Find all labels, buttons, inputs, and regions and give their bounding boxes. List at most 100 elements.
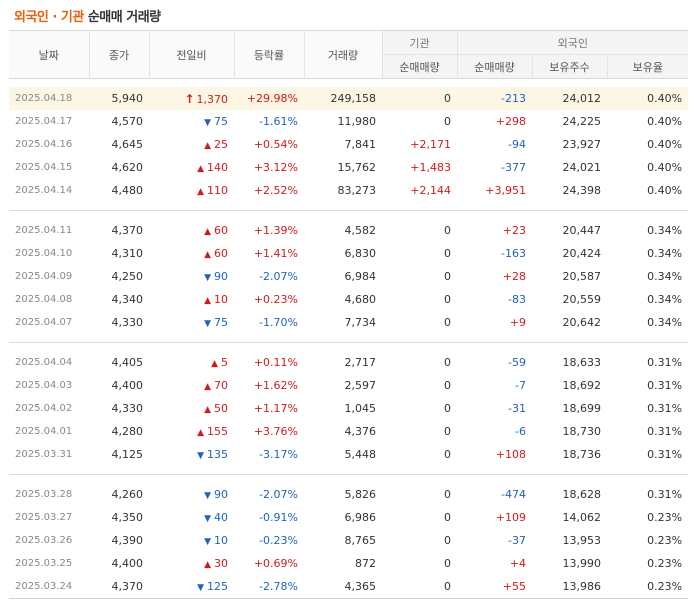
down-triangle-icon: ▼ xyxy=(204,319,211,329)
row-foreign-net: +109 xyxy=(495,511,526,524)
row-rate: +0.69% xyxy=(253,557,298,570)
row-inst-net: 0 xyxy=(444,115,451,128)
group-divider xyxy=(9,474,689,475)
row-foreign-ratio: 0.34% xyxy=(647,316,683,329)
spacer-cell xyxy=(9,466,688,475)
row-volume: 11,980 xyxy=(337,115,377,128)
row-close: 4,390 xyxy=(111,534,144,547)
row-foreign-net: -83 xyxy=(508,293,526,306)
table-row: 2025.04.03 4,400 ▲ 70 +1.62% 2,597 0 -7 18,692 0.… xyxy=(9,374,688,397)
row-foreign-hold: 24,012 xyxy=(532,87,607,110)
row-volume: 6,986 xyxy=(344,511,377,524)
row-close: 5,940 xyxy=(89,87,149,110)
table-bottom-divider xyxy=(9,598,688,599)
row-foreign-ratio: 0.23% xyxy=(647,557,683,570)
spacer-cell xyxy=(9,475,688,483)
row-close: 4,330 xyxy=(111,402,144,415)
group-spacer xyxy=(9,202,688,211)
row-foreign-hold: 13,990 xyxy=(562,557,602,570)
change-value: 1,370 xyxy=(196,92,229,106)
row-inst-net: 0 xyxy=(444,356,451,369)
table-row: 2025.04.04 4,405 ▲ 5 +0.11% 2,717 0 -59 18,633 0.… xyxy=(9,351,688,374)
row-volume: 4,376 xyxy=(344,425,377,438)
row-inst-net: 0 xyxy=(382,87,457,110)
row-close: 4,570 xyxy=(111,115,144,128)
change-value: 5 xyxy=(221,356,228,369)
row-inst-net: 0 xyxy=(444,448,451,461)
row-change: ▲ 50 xyxy=(149,397,234,420)
group-spacer xyxy=(9,475,688,483)
header-date: 날짜 xyxy=(9,30,90,79)
change-value: 40 xyxy=(214,511,228,524)
row-date: 2025.04.08 xyxy=(15,294,73,305)
trading-table: 날짜 종가 전일비 등락률 거래량 기관 외국인 순매매량 순매매량 보유주수 … xyxy=(9,30,689,607)
title-rest: 순매매 거래량 xyxy=(87,10,161,25)
change-value: 60 xyxy=(214,224,228,237)
row-inst-net: 0 xyxy=(444,270,451,283)
divider-cell xyxy=(9,342,689,343)
down-triangle-icon: ▼ xyxy=(204,537,211,547)
row-rate: -1.61% xyxy=(259,115,298,128)
row-foreign-net: +28 xyxy=(502,270,526,283)
row-foreign-hold: 20,587 xyxy=(562,270,602,283)
row-date: 2025.04.10 xyxy=(15,248,73,259)
change-value: 70 xyxy=(214,379,228,392)
down-triangle-icon: ▼ xyxy=(197,451,204,461)
row-inst-net: 0 xyxy=(444,247,451,260)
row-close: 4,370 xyxy=(111,580,144,593)
row-foreign-net: +55 xyxy=(502,580,526,593)
row-foreign-ratio: 0.40% xyxy=(647,184,683,197)
row-close: 4,310 xyxy=(111,247,144,260)
down-triangle-icon: ▼ xyxy=(204,273,211,283)
row-inst-net: 0 xyxy=(444,488,451,501)
table-row: 2025.03.31 4,125 ▼ 135 -3.17% 5,448 0 +108 18,73… xyxy=(9,443,688,466)
row-date: 2025.03.25 xyxy=(15,558,73,569)
row-foreign-ratio: 0.40% xyxy=(647,161,683,174)
row-date: 2025.03.31 xyxy=(15,449,73,460)
row-close: 4,330 xyxy=(111,316,144,329)
up-triangle-icon: ▲ xyxy=(204,250,211,260)
row-foreign-net: +23 xyxy=(502,224,526,237)
table-row: 2025.04.02 4,330 ▲ 50 +1.17% 1,045 0 -31 18,699 0… xyxy=(9,397,688,420)
up-triangle-icon: ▲ xyxy=(204,382,211,392)
row-foreign-net: -59 xyxy=(508,356,526,369)
row-foreign-ratio: 0.34% xyxy=(647,224,683,237)
row-foreign-hold: 20,424 xyxy=(562,247,602,260)
row-close: 4,350 xyxy=(111,511,144,524)
change-value: 110 xyxy=(207,184,228,197)
row-foreign-hold: 18,692 xyxy=(562,379,602,392)
row-change: ▼ 90 xyxy=(149,483,234,506)
table-row: 2025.04.14 4,480 ▲ 110 +2.52% 83,273 +2,144 +3,… xyxy=(9,179,688,202)
table-body: 2025.04.18 5,940 ↑ 1,370 +29.98% 249,158 0 -213… xyxy=(9,79,689,607)
row-change: ▲ 30 xyxy=(149,552,234,575)
divider-cell xyxy=(9,474,689,475)
row-foreign-hold: 18,699 xyxy=(562,402,602,415)
change-value: 155 xyxy=(207,425,228,438)
row-volume: 4,680 xyxy=(344,293,377,306)
row-foreign-hold: 14,062 xyxy=(562,511,602,524)
table-row: 2025.04.15 4,620 ▲ 140 +3.12% 15,762 +1,483 -37… xyxy=(9,156,688,179)
change-value: 10 xyxy=(214,534,228,547)
row-volume: 872 xyxy=(355,557,376,570)
row-inst-net: 0 xyxy=(444,557,451,570)
spacer-cell xyxy=(9,202,688,211)
row-rate: -3.17% xyxy=(259,448,298,461)
row-rate: +2.52% xyxy=(253,184,298,197)
up-triangle-icon: ▲ xyxy=(204,141,211,151)
row-date: 2025.04.15 xyxy=(15,162,73,173)
row-date: 2025.03.27 xyxy=(15,512,73,523)
header-rate: 등락률 xyxy=(234,30,305,79)
row-inst-net: +2,171 xyxy=(410,138,451,151)
row-inst-net: +1,483 xyxy=(410,161,451,174)
table-row: 2025.04.10 4,310 ▲ 60 +1.41% 6,830 0 -163 20,424… xyxy=(9,242,688,265)
row-foreign-net: -474 xyxy=(501,488,526,501)
group-spacer xyxy=(9,211,688,219)
group-divider xyxy=(9,342,689,343)
row-foreign-ratio: 0.40% xyxy=(647,115,683,128)
row-change: ▲ 140 xyxy=(149,156,234,179)
row-close: 4,620 xyxy=(111,161,144,174)
row-close: 4,280 xyxy=(111,425,144,438)
up-triangle-icon: ▲ xyxy=(197,164,204,174)
change-value: 30 xyxy=(214,557,228,570)
row-foreign-hold: 18,736 xyxy=(562,448,602,461)
